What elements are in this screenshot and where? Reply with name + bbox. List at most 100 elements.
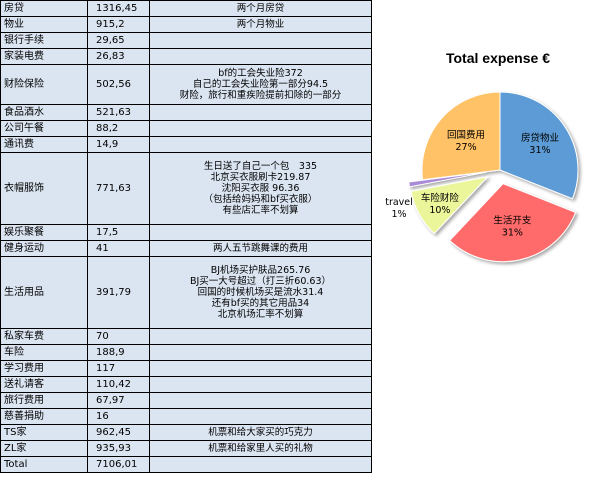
note-line: 北京买衣服刷卡219.87 bbox=[210, 172, 311, 183]
amount-cell: 26,83 bbox=[87, 48, 150, 65]
category-cell: 健身运动 bbox=[0, 240, 88, 257]
category-cell: 财险保险 bbox=[0, 64, 88, 105]
note-cell bbox=[149, 32, 372, 49]
note-line: BJ机场买护肤品265.76 bbox=[210, 265, 311, 276]
table-row: 慈善捐助 16 bbox=[0, 408, 372, 425]
note-cell bbox=[149, 392, 372, 409]
note-cell bbox=[149, 376, 372, 393]
category-cell: 房贷 bbox=[0, 0, 88, 17]
category-cell: 生活用品 bbox=[0, 256, 88, 329]
pie-slice-trip-home bbox=[421, 91, 501, 181]
note-cell bbox=[149, 48, 372, 65]
table-row: 生活用品 391,79 BJ机场买护肤品265.76 BJ买一大号超过（打三折60.6… bbox=[0, 256, 372, 329]
pie-slice-name: 车险财险 bbox=[421, 192, 460, 204]
category-cell: 娱乐聚餐 bbox=[0, 224, 88, 241]
amount-cell: 962,45 bbox=[87, 424, 150, 441]
category-cell: ZL家 bbox=[0, 440, 88, 457]
note-line: 两人五节跳舞课的费用 bbox=[212, 243, 308, 254]
pie-slice-name: 回国费用 bbox=[447, 129, 485, 141]
amount-cell: 88,2 bbox=[87, 120, 150, 137]
table-row: 通讯费 14,9 bbox=[0, 136, 372, 153]
note-line: 有些店汇率不划算 bbox=[222, 205, 299, 216]
table-row: 私家车费 70 bbox=[0, 328, 372, 345]
note-cell: 生日送了自己一个包 335 北京买衣服刷卡219.87 沈阳买衣服 96.36 （包括… bbox=[149, 152, 372, 225]
note-cell bbox=[149, 328, 372, 345]
category-cell: 旅行费用 bbox=[0, 392, 88, 409]
note-line: 沈阳买衣服 96.36 bbox=[221, 183, 300, 194]
note-cell: 两个月物业 bbox=[149, 16, 372, 33]
note-cell bbox=[149, 136, 372, 153]
amount-cell: 110,42 bbox=[87, 376, 150, 393]
table-row: 公司午餐 88,2 bbox=[0, 120, 372, 137]
pie-label-living: 生活开支 31% bbox=[493, 215, 532, 239]
note-cell bbox=[149, 120, 372, 137]
note-line: 机票和给大家买的巧克力 bbox=[208, 427, 313, 438]
category-cell: TS家 bbox=[0, 424, 88, 441]
category-cell: 通讯费 bbox=[0, 136, 88, 153]
amount-cell: 14,9 bbox=[87, 136, 150, 153]
table-row: 健身运动 41 两人五节跳舞课的费用 bbox=[0, 240, 372, 257]
amount-cell: 67,97 bbox=[87, 392, 150, 409]
pie-label-trip-home: 回国费用 27% bbox=[447, 129, 485, 153]
note-cell bbox=[149, 360, 372, 377]
note-cell: BJ机场买护肤品265.76 BJ买一大号超过（打三折60.63） 回国的时候机场买… bbox=[149, 256, 372, 329]
note-line: 两个月物业 bbox=[236, 19, 285, 30]
note-cell bbox=[149, 344, 372, 361]
table-row: 财险保险 502,56 bf的工会失业险372 自己的工会失业险第一部分94.5 财险，… bbox=[0, 64, 372, 105]
category-cell: 车险 bbox=[0, 344, 88, 361]
note-line: 自己的工会失业险第一部分94.5 bbox=[192, 79, 329, 90]
table-row: 旅行费用 67,97 bbox=[0, 392, 372, 409]
category-cell: 学习费用 bbox=[0, 360, 88, 377]
note-line: 北京机场汇率不划算 bbox=[217, 309, 304, 320]
note-line: 机票和给家里人买的礼物 bbox=[208, 443, 313, 454]
category-cell: 送礼请客 bbox=[0, 376, 88, 393]
pie-slice-travel bbox=[408, 171, 487, 188]
amount-cell: 1316,45 bbox=[87, 0, 150, 17]
table-row: 食品酒水 521,63 bbox=[0, 104, 372, 121]
note-line: bf的工会失业险372 bbox=[218, 68, 303, 79]
amount-cell: 29,65 bbox=[87, 32, 150, 49]
table-row: Total 7106,01 bbox=[0, 456, 372, 473]
category-cell: Total bbox=[0, 456, 88, 473]
note-line: 还有bf买的其它用品34 bbox=[211, 298, 310, 309]
note-cell: 两个月房贷 bbox=[149, 0, 372, 17]
note-cell: 机票和给家里人买的礼物 bbox=[149, 440, 372, 457]
category-cell: 食品酒水 bbox=[0, 104, 88, 121]
note-cell bbox=[149, 456, 372, 473]
amount-cell: 117 bbox=[87, 360, 150, 377]
note-cell: bf的工会失业险372 自己的工会失业险第一部分94.5 财险，旅行和重疾险提前扣除… bbox=[149, 64, 372, 105]
note-cell: 机票和给大家买的巧克力 bbox=[149, 424, 372, 441]
table-row: ZL家 935,93 机票和给家里人买的礼物 bbox=[0, 440, 372, 457]
pie-slice-housing bbox=[499, 91, 579, 200]
table-row: 送礼请客 110,42 bbox=[0, 376, 372, 393]
amount-cell: 915,2 bbox=[87, 16, 150, 33]
amount-cell: 771,63 bbox=[87, 152, 150, 225]
table-row: TS家 962,45 机票和给大家买的巧克力 bbox=[0, 424, 372, 441]
category-cell: 衣帽服饰 bbox=[0, 152, 88, 225]
pie-slice-name: 生活开支 bbox=[493, 215, 532, 227]
chart-title: Total expense € bbox=[445, 50, 550, 66]
amount-cell: 17,5 bbox=[87, 224, 150, 241]
expense-table-body: 房贷 1316,45 两个月房贷 物业 915,2 两个月物业 银行手续 29,65 家装电费 2… bbox=[0, 0, 372, 473]
category-cell: 公司午餐 bbox=[0, 120, 88, 137]
table-row: 学习费用 117 bbox=[0, 360, 372, 377]
table-row: 娱乐聚餐 17,5 bbox=[0, 224, 372, 241]
category-cell: 私家车费 bbox=[0, 328, 88, 345]
amount-cell: 16 bbox=[87, 408, 150, 425]
amount-cell: 188,9 bbox=[87, 344, 150, 361]
table-row: 衣帽服饰 771,63 生日送了自己一个包 335 北京买衣服刷卡219.87 沈阳买衣… bbox=[0, 152, 372, 225]
category-cell: 家装电费 bbox=[0, 48, 88, 65]
pie-slice-percent: 1% bbox=[391, 209, 406, 220]
table-row: 房贷 1316,45 两个月房贷 bbox=[0, 0, 372, 17]
amount-cell: 70 bbox=[87, 328, 150, 345]
table-row: 家装电费 26,83 bbox=[0, 48, 372, 65]
amount-cell: 502,56 bbox=[87, 64, 150, 105]
note-line: BJ买一大号超过（打三折60.63） bbox=[189, 276, 332, 287]
pie-slice-percent: 27% bbox=[456, 142, 477, 153]
pie-slice-name: 房贷物业 bbox=[521, 132, 559, 144]
note-cell bbox=[149, 408, 372, 425]
note-line: （包括给妈妈和bf买衣服） bbox=[203, 194, 318, 205]
pie-slice-percent: 31% bbox=[502, 228, 523, 239]
amount-cell: 391,79 bbox=[87, 256, 150, 329]
amount-cell: 521,63 bbox=[87, 104, 150, 121]
